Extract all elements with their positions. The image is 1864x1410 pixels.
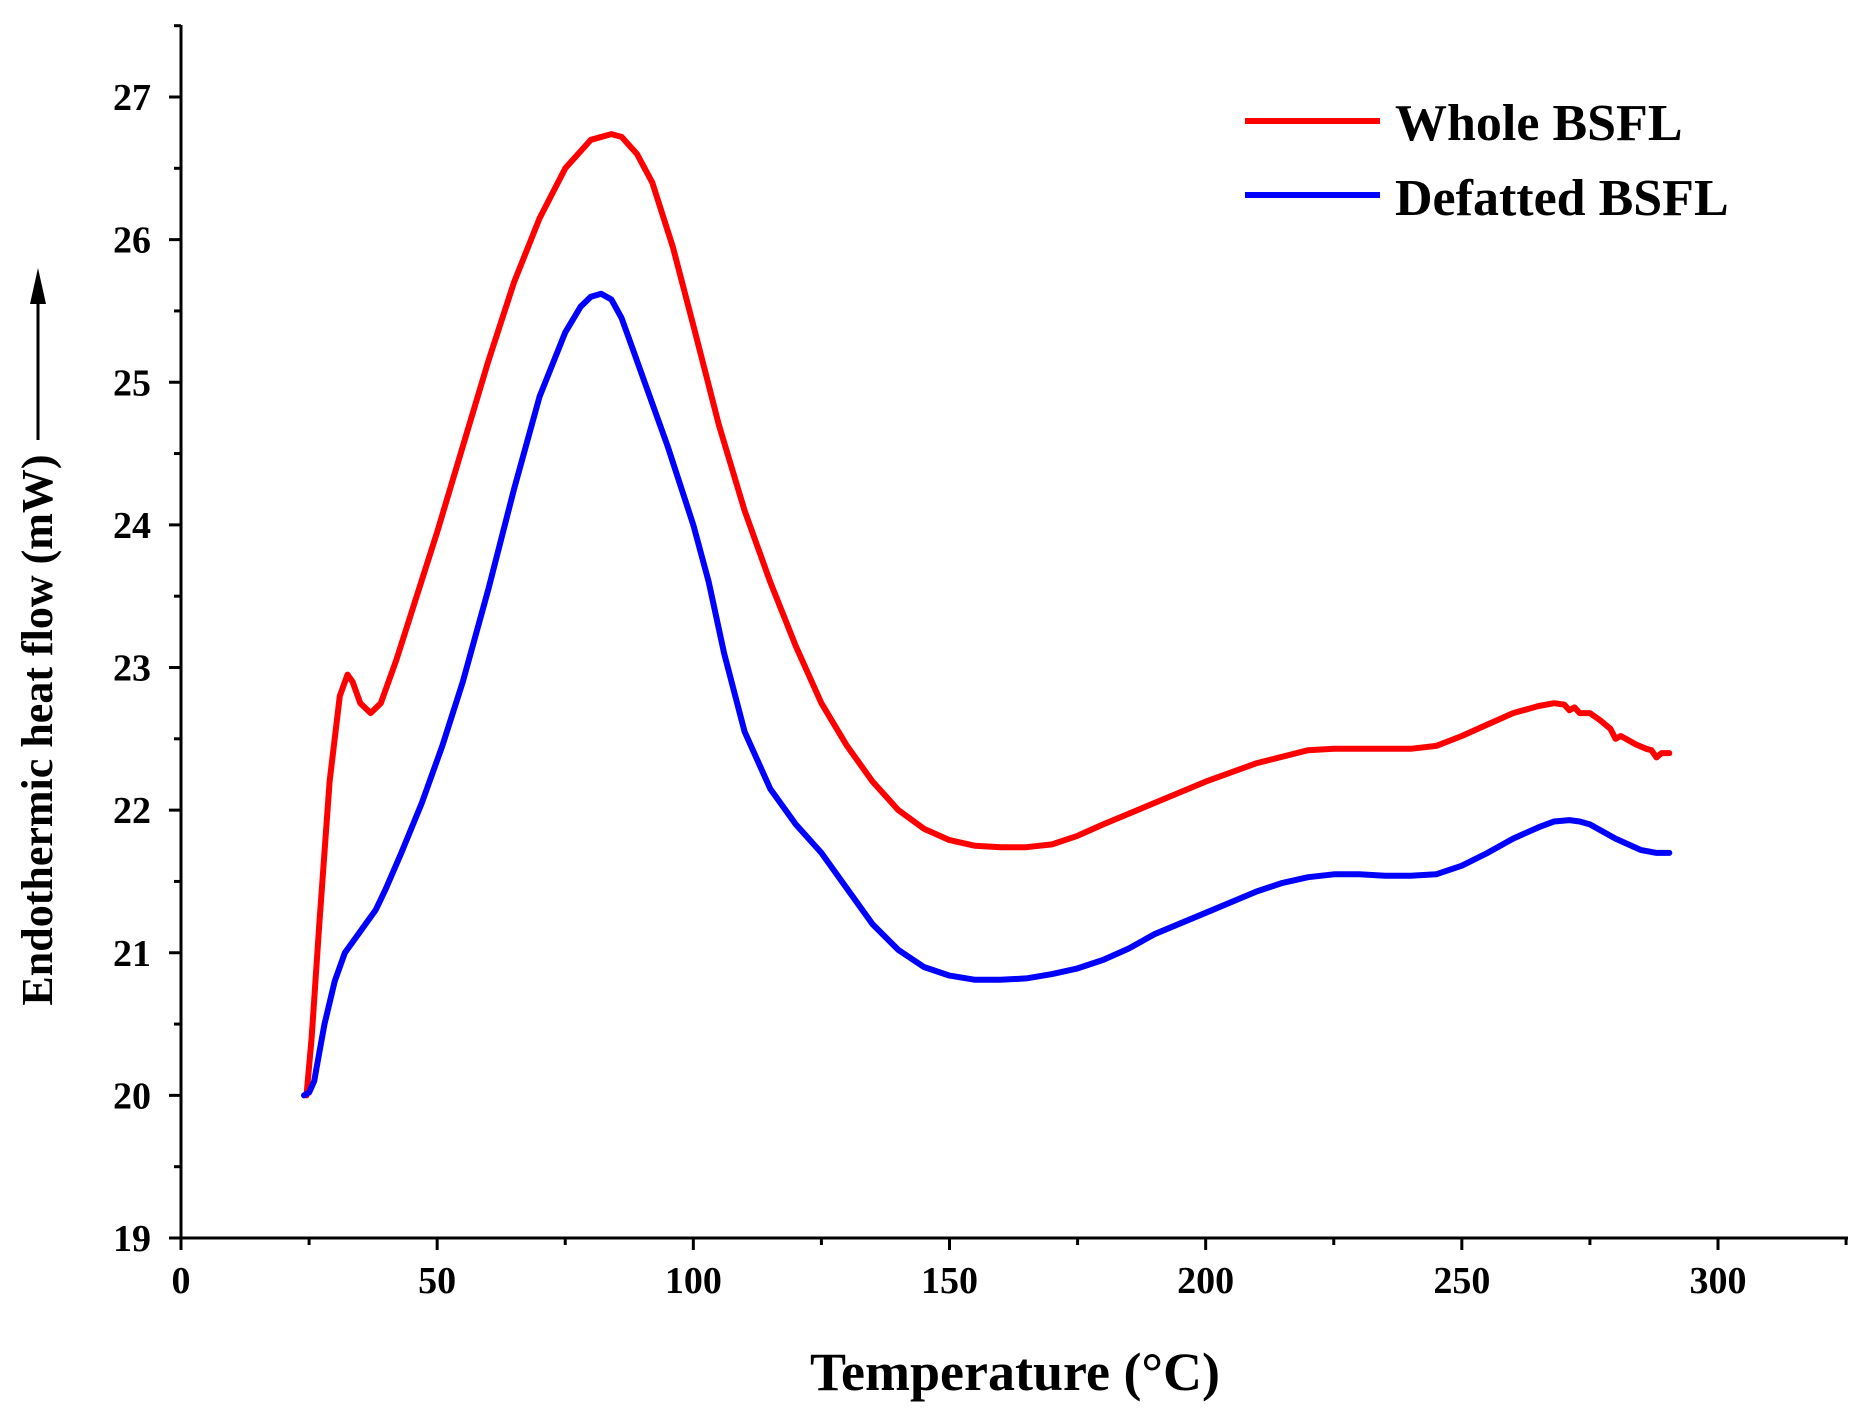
- y-axis-arrow: [30, 268, 46, 440]
- axes: [179, 25, 1848, 1240]
- y-tick-label-19: 19: [113, 1218, 151, 1260]
- y-axis-title: Endothermic heat flow (mW): [13, 454, 62, 1005]
- x-tick-label-50: 50: [418, 1260, 456, 1302]
- y-tick-label-23: 23: [113, 648, 151, 690]
- series: [301, 131, 1673, 1099]
- y-tick-label-26: 26: [113, 220, 151, 262]
- y-tick-label-21: 21: [113, 933, 151, 975]
- x-tick-label-250: 250: [1433, 1260, 1490, 1302]
- x-tick-label-200: 200: [1177, 1260, 1234, 1302]
- x-tick-label-150: 150: [921, 1260, 978, 1302]
- legend-label-whole-bsfl: Whole BSFL: [1395, 95, 1683, 152]
- x-tick-label-300: 300: [1690, 1260, 1747, 1302]
- x-tick-label-100: 100: [665, 1260, 722, 1302]
- x-axis-title: Temperature (°C): [810, 1342, 1220, 1402]
- y-tick-label-25: 25: [113, 362, 151, 404]
- y-tick-label-20: 20: [113, 1075, 151, 1117]
- legend: Whole BSFL Defatted BSFL: [1245, 95, 1729, 227]
- x-tick-label-0: 0: [172, 1260, 191, 1302]
- legend-label-defatted-bsfl: Defatted BSFL: [1395, 170, 1729, 227]
- series-line-whole-bsfl: [303, 131, 1673, 1099]
- y-ticks: 19 20 21 22 23 24 25 26 27: [113, 24, 181, 1260]
- y-tick-label-27: 27: [113, 77, 151, 119]
- x-ticks: 0 50 100 150 200 250 300: [172, 1238, 1848, 1302]
- series-line-defatted-bsfl: [301, 290, 1673, 1099]
- y-tick-label-24: 24: [113, 505, 151, 547]
- y-tick-label-22: 22: [113, 790, 151, 832]
